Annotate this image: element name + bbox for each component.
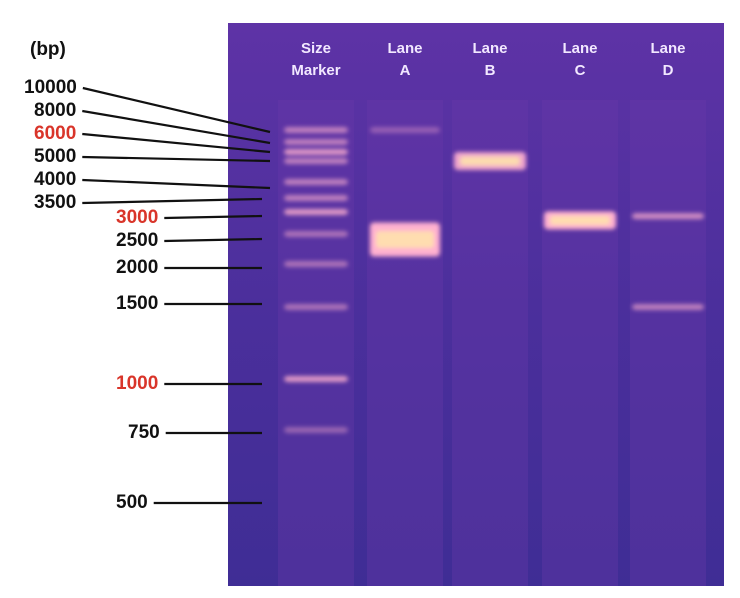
lane-track — [630, 100, 706, 586]
lane-track — [278, 100, 354, 586]
band-750 — [284, 427, 348, 433]
band-4000 — [284, 179, 348, 185]
marker-pointer-line — [82, 178, 271, 190]
lane-header-line1: Lane — [387, 40, 423, 57]
lane-track — [542, 100, 618, 586]
marker-label-3500: 3500 — [34, 192, 77, 213]
lane-header-line1: Lane — [472, 40, 508, 57]
marker-pointer-line — [82, 132, 271, 154]
marker-label-750: 750 — [128, 422, 160, 443]
marker-pointer-line — [164, 214, 263, 220]
band-1500 — [632, 304, 704, 310]
marker-pointer-line — [164, 237, 263, 243]
lane-header-line1: Lane — [562, 40, 598, 57]
band-8000 — [284, 139, 348, 145]
band-core — [460, 156, 520, 166]
lane-header-line2: B — [484, 62, 496, 79]
lane-track — [452, 100, 528, 586]
band-3000 — [284, 209, 348, 215]
marker-pointer-line — [82, 155, 271, 163]
lane-header-line2: A — [399, 62, 411, 79]
marker-label-500: 500 — [116, 492, 148, 513]
marker-label-6000: 6000 — [34, 123, 77, 144]
lane-header-line2: C — [574, 62, 586, 79]
marker-label-2500: 2500 — [116, 230, 159, 251]
band-5000 — [284, 158, 348, 164]
marker-label-1000: 1000 — [116, 373, 159, 394]
band-3500 — [284, 195, 348, 201]
lane-header-line1: Lane — [650, 40, 686, 57]
band-2500 — [284, 231, 348, 237]
lane-header-line2: Marker — [291, 62, 341, 79]
band-core — [376, 230, 434, 248]
band-10000 — [284, 127, 348, 133]
band-1000 — [284, 376, 348, 382]
marker-pointer-line — [82, 197, 263, 205]
unit-label: (bp) — [30, 39, 66, 60]
lane-header-line1: Size — [300, 40, 331, 57]
marker-label-3000: 3000 — [116, 207, 159, 228]
band-2000 — [284, 261, 348, 267]
marker-label-10000: 10000 — [24, 77, 77, 98]
band-10000 — [370, 127, 440, 133]
lane-header-line2: D — [662, 62, 674, 79]
marker-label-8000: 8000 — [34, 100, 77, 121]
marker-pointer-line — [82, 109, 271, 145]
marker-label-2000: 2000 — [116, 257, 159, 278]
marker-label-5000: 5000 — [34, 146, 77, 167]
marker-pointer-line — [82, 86, 271, 134]
band-2900 — [632, 213, 704, 220]
band-core — [550, 215, 610, 225]
band-6000 — [284, 149, 348, 155]
marker-label-1500: 1500 — [116, 293, 159, 314]
lane-track — [367, 100, 443, 586]
band-1500 — [284, 304, 348, 310]
marker-label-4000: 4000 — [34, 169, 77, 190]
